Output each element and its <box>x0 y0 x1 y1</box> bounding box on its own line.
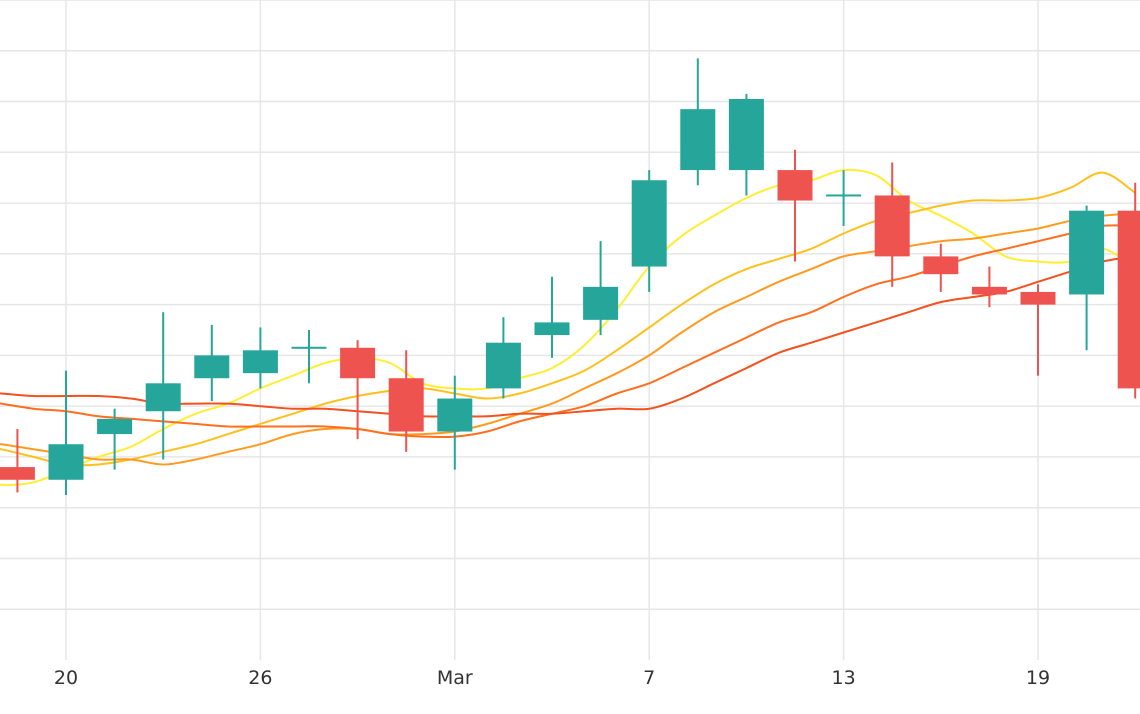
x-tick-label: 19 <box>1026 667 1050 689</box>
candle <box>242 327 278 389</box>
candle-body <box>874 195 910 257</box>
candle-body <box>728 99 764 171</box>
candle-body <box>923 256 959 275</box>
candle-body <box>485 342 521 389</box>
candle <box>923 243 959 292</box>
candle-body <box>826 194 862 197</box>
x-tick-label: 26 <box>248 667 272 689</box>
candle <box>97 408 133 470</box>
candle <box>874 162 910 287</box>
x-tick-label: Mar <box>437 667 473 689</box>
candle <box>340 340 376 440</box>
candle-body <box>145 383 181 412</box>
candle-body <box>437 398 473 432</box>
candle-body <box>1020 291 1056 305</box>
candle <box>437 375 473 470</box>
candle <box>48 370 84 495</box>
candle-body <box>631 180 667 267</box>
candle <box>0 429 35 493</box>
candle <box>388 350 424 452</box>
candle <box>145 312 181 460</box>
candle <box>1020 284 1056 376</box>
candle-body <box>777 170 813 201</box>
candle <box>534 276 570 358</box>
x-axis: 20 26 Mar 7 13 19 <box>54 667 1050 689</box>
candle <box>971 266 1007 308</box>
candle <box>826 170 862 226</box>
candle <box>485 317 521 399</box>
candle-body <box>1069 210 1105 295</box>
x-tick-label: 13 <box>832 667 856 689</box>
x-tick-label: 20 <box>54 667 78 689</box>
candle <box>1069 205 1105 351</box>
candle <box>631 170 667 292</box>
candle <box>777 149 813 262</box>
candle-body <box>48 444 84 480</box>
gridlines <box>0 0 1140 660</box>
candle-body <box>1117 210 1140 389</box>
candle <box>194 324 230 402</box>
x-tick-label: 7 <box>643 667 655 689</box>
candle-body <box>0 467 35 480</box>
candle-body <box>242 350 278 374</box>
candle <box>291 330 327 384</box>
candle-body <box>388 378 424 432</box>
candle-body <box>340 347 376 379</box>
candle <box>680 58 716 186</box>
candle-body <box>291 346 327 349</box>
candle-body <box>971 286 1007 295</box>
candle <box>583 241 619 336</box>
candles <box>0 58 1140 495</box>
candle-body <box>97 418 133 435</box>
candle <box>728 93 764 196</box>
candle-body <box>534 322 570 336</box>
candle-body <box>194 355 230 379</box>
candle-body <box>680 109 716 171</box>
moving-average-line-3 <box>0 212 1136 466</box>
candle <box>1117 182 1140 399</box>
candle-body <box>583 286 619 320</box>
